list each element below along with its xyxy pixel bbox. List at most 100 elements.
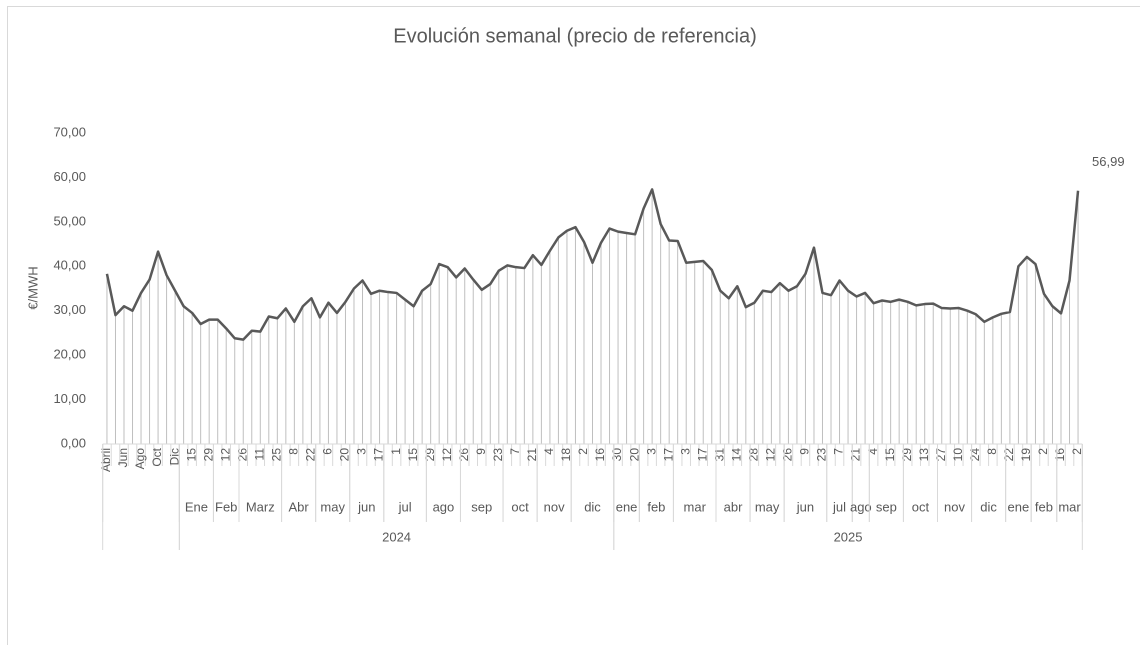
x-tick-label: 30 (610, 448, 624, 462)
x-tick-label: Dic (167, 448, 181, 465)
y-tick-label: 40,00 (53, 258, 86, 273)
x-tick-label: 26 (457, 448, 471, 462)
x-tick-label: 17 (695, 448, 709, 462)
x-tick-label: 14 (729, 448, 743, 462)
x-tick-label: 2 (576, 448, 590, 455)
month-label: Feb (215, 499, 237, 514)
y-tick-label: 50,00 (53, 213, 86, 228)
x-tick-label: 28 (747, 448, 761, 462)
x-tick-label: Ago (133, 448, 147, 470)
x-tick-label: 12 (440, 448, 454, 462)
month-label: ene (616, 499, 638, 514)
x-tick-label: 4 (866, 448, 880, 455)
x-tick-label: 16 (1053, 448, 1067, 462)
month-label: oct (912, 499, 930, 514)
year-label: 2024 (382, 529, 411, 544)
x-tick-label: 7 (508, 448, 522, 455)
x-tick-label: Oct (150, 447, 164, 466)
month-label: nov (944, 499, 965, 514)
month-label: Abr (289, 499, 310, 514)
x-tick-label: 21 (849, 448, 863, 462)
data-line (105, 188, 1080, 341)
month-label: ene (1008, 499, 1030, 514)
x-tick-label: 9 (798, 448, 812, 455)
x-tick-label: 2 (1070, 448, 1084, 455)
x-tick-label: 2 (1036, 448, 1050, 455)
x-tick-label: 15 (184, 448, 198, 462)
x-tick-label: 29 (423, 448, 437, 462)
month-label: Ene (185, 499, 208, 514)
x-tick-label: 23 (815, 448, 829, 462)
x-tick-label: 12 (218, 448, 232, 462)
year-label: 2025 (834, 529, 863, 544)
month-label: jul (398, 499, 412, 514)
month-label: nov (544, 499, 565, 514)
month-label: oct (511, 499, 529, 514)
x-tick-label: 1 (389, 448, 403, 455)
y-tick-label: 10,00 (53, 391, 86, 406)
x-tick-label: 20 (338, 448, 352, 462)
x-tick-label: 17 (372, 448, 386, 462)
y-tick-label: 20,00 (53, 347, 86, 362)
y-tick-label: 70,00 (53, 124, 86, 139)
y-tick-label: 60,00 (53, 169, 86, 184)
x-tick-label: Abril (99, 448, 113, 472)
x-tick-label: 18 (559, 448, 573, 462)
x-tick-label: 11 (252, 448, 266, 461)
month-label: mar (1058, 499, 1081, 514)
x-tick-label: 29 (201, 448, 215, 462)
x-tick-label: 27 (934, 448, 948, 462)
x-tick-label: 22 (1002, 448, 1016, 462)
month-label: ago (433, 499, 455, 514)
x-tick-label: Jun (116, 448, 130, 467)
x-tick-label: 3 (644, 448, 658, 455)
data-label: 56,99 (1092, 154, 1125, 169)
x-tick-label: 15 (406, 448, 420, 462)
month-label: dic (584, 499, 601, 514)
x-tick-label: 19 (1019, 448, 1033, 462)
y-tick-label: 0,00 (61, 435, 86, 450)
x-tick-label: 20 (627, 448, 641, 462)
x-tick-label: 31 (712, 448, 726, 462)
month-label: Marz (246, 499, 275, 514)
x-tick-label: 4 (542, 448, 556, 455)
x-tick-label: 16 (593, 448, 607, 462)
x-tick-label: 8 (985, 448, 999, 455)
month-label: dic (980, 499, 997, 514)
x-tick-label: 26 (781, 448, 795, 462)
x-tick-label: 9 (474, 448, 488, 455)
x-tick-label: 24 (968, 448, 982, 462)
x-tick-label: 26 (235, 448, 249, 462)
y-tick-label: 30,00 (53, 302, 86, 317)
month-label: sep (876, 499, 897, 514)
x-tick-label: 17 (661, 448, 675, 462)
x-tick-label: 3 (355, 448, 369, 455)
x-tick-label: 15 (883, 448, 897, 462)
x-tick-label: 29 (900, 448, 914, 462)
x-tick-label: 22 (304, 448, 318, 462)
month-label: may (755, 499, 780, 514)
x-tick-label: 3 (678, 448, 692, 455)
month-label: jun (796, 499, 814, 514)
chart-title: Evolución semanal (precio de referencia) (393, 25, 757, 47)
x-tick-label: 12 (764, 448, 778, 462)
month-label: may (320, 499, 345, 514)
x-tick-label: 7 (832, 448, 846, 455)
x-tick-label: 6 (321, 448, 335, 455)
x-tick-label: 8 (287, 448, 301, 455)
month-label: jun (357, 499, 375, 514)
x-tick-label: 21 (525, 448, 539, 462)
x-tick-label: 25 (269, 448, 283, 462)
month-label: jul (832, 499, 846, 514)
x-tick-label: 23 (491, 448, 505, 462)
x-tick-label: 10 (951, 448, 965, 462)
month-label: abr (724, 499, 743, 514)
y-axis-title: €/MWH (25, 266, 40, 309)
month-label: ago (850, 499, 872, 514)
chart-border (7, 6, 1140, 645)
month-label: mar (684, 499, 707, 514)
month-label: sep (471, 499, 492, 514)
month-label: feb (1035, 499, 1053, 514)
month-label: feb (647, 499, 665, 514)
